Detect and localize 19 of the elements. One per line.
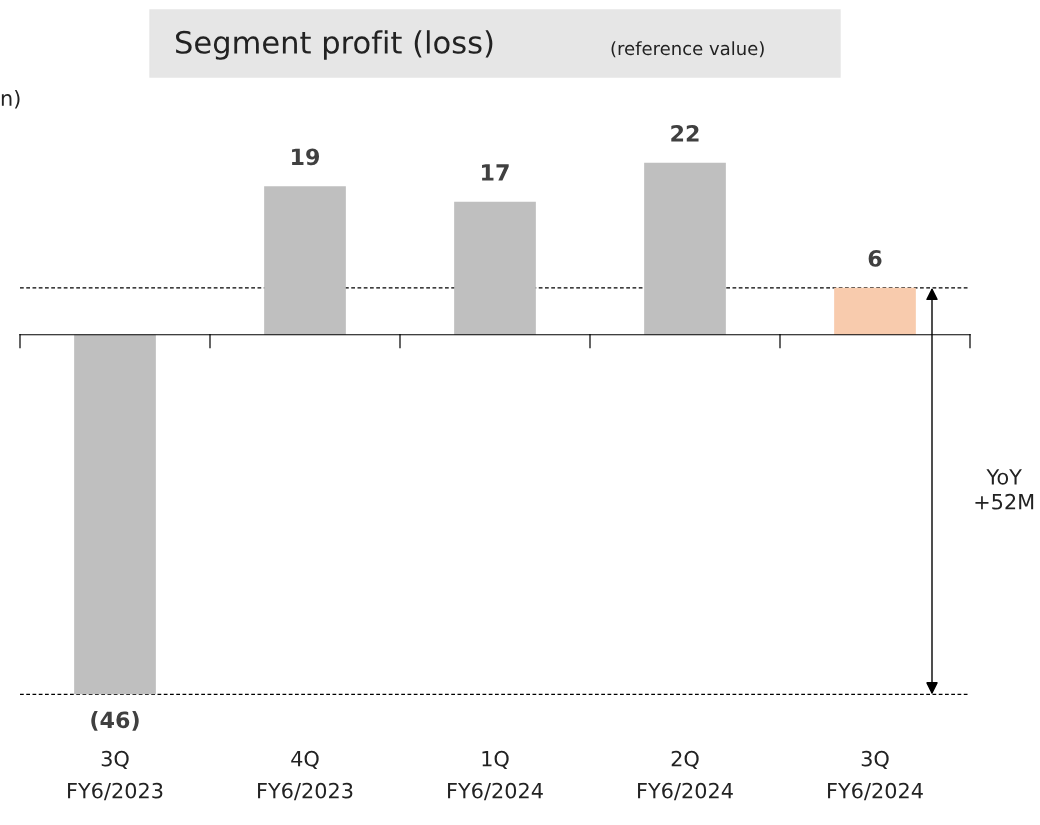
x-tick-label: 4Q FY6/2023 [258,750,353,801]
bar [74,334,156,695]
data-label: 19 [292,148,320,166]
x-tick-label: 3Q FY6/2023 [68,750,163,801]
bar [834,287,916,335]
data-label: 22 [671,124,699,142]
x-tick-label: 2Q FY6/2024 [638,750,733,801]
data-label: 6 [868,250,882,267]
chart-subtitle: (reference value) [611,41,764,58]
data-label: 17 [482,164,509,181]
bar [454,201,536,335]
chart-title: Segment profit (loss) [176,30,493,60]
x-tick-label: 3Q FY6/2024 [828,750,923,801]
bar [644,162,726,335]
text: YoY +52M [975,469,1034,510]
text: n) [1,89,20,109]
bar [264,186,346,335]
x-tick-label: 1Q FY6/2024 [448,750,543,801]
data-label: (46) [91,711,139,731]
